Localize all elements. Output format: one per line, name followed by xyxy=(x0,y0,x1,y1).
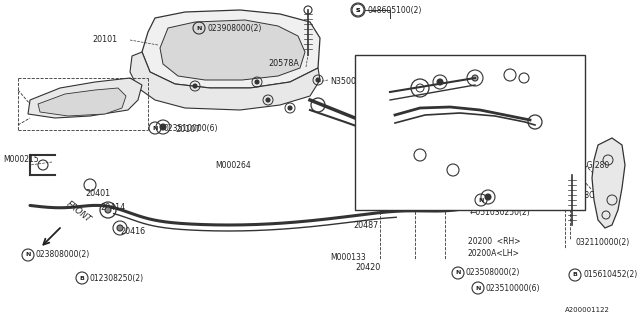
Circle shape xyxy=(485,194,491,200)
Text: S: S xyxy=(356,7,360,12)
Text: N: N xyxy=(476,285,481,291)
Text: 20204: 20204 xyxy=(355,150,380,159)
Circle shape xyxy=(266,98,270,102)
Text: 023510000(6): 023510000(6) xyxy=(486,284,541,292)
Text: 032110000(2): 032110000(2) xyxy=(576,237,630,246)
Text: 20204B<LH>: 20204B<LH> xyxy=(362,85,413,94)
Text: 015610452(2): 015610452(2) xyxy=(583,270,637,279)
Circle shape xyxy=(288,106,292,110)
Text: FRONT: FRONT xyxy=(65,199,93,224)
Text: A200001122: A200001122 xyxy=(565,307,610,313)
Text: N: N xyxy=(478,197,484,203)
Text: 20206: 20206 xyxy=(450,142,476,151)
Text: 20487: 20487 xyxy=(353,220,378,229)
Circle shape xyxy=(562,165,568,171)
Text: M000264: M000264 xyxy=(215,161,251,170)
Text: 20416: 20416 xyxy=(120,228,145,236)
Circle shape xyxy=(160,124,166,130)
Text: 012308250(2): 012308250(2) xyxy=(90,274,144,283)
Circle shape xyxy=(105,207,111,213)
Text: 023510000(6): 023510000(6) xyxy=(163,124,218,132)
Text: FIG.280: FIG.280 xyxy=(580,161,609,170)
Polygon shape xyxy=(130,52,320,110)
Circle shape xyxy=(117,225,123,231)
Text: B: B xyxy=(573,273,577,277)
Text: 023212010(2): 023212010(2) xyxy=(490,194,544,203)
Text: 20200A<LH>: 20200A<LH> xyxy=(468,249,520,258)
Text: 20401: 20401 xyxy=(85,188,110,197)
Text: S: S xyxy=(356,7,360,12)
Polygon shape xyxy=(38,88,126,116)
Text: 20420: 20420 xyxy=(355,263,380,273)
Text: N: N xyxy=(152,125,157,131)
Circle shape xyxy=(437,79,443,85)
Text: 20578C: 20578C xyxy=(565,190,595,199)
Polygon shape xyxy=(142,10,320,88)
Text: 20205A: 20205A xyxy=(463,63,492,73)
Text: M000133: M000133 xyxy=(330,253,365,262)
Text: 20578A: 20578A xyxy=(268,59,299,68)
Text: 20414: 20414 xyxy=(100,204,125,212)
Text: 023908000(2): 023908000(2) xyxy=(207,23,261,33)
Polygon shape xyxy=(160,20,305,80)
Text: 20204A<RH>: 20204A<RH> xyxy=(362,74,415,83)
Text: 023808000(2): 023808000(2) xyxy=(36,251,90,260)
Text: 20238: 20238 xyxy=(510,60,534,69)
Text: ←051030250(2): ←051030250(2) xyxy=(470,209,531,218)
Circle shape xyxy=(255,80,259,84)
Polygon shape xyxy=(592,138,625,228)
Text: 20280: 20280 xyxy=(508,77,532,86)
Circle shape xyxy=(316,78,320,82)
Text: N: N xyxy=(26,252,31,258)
Text: N: N xyxy=(455,270,461,276)
Text: M000215: M000215 xyxy=(3,156,38,164)
Text: 20578G: 20578G xyxy=(358,204,390,212)
Text: 20107: 20107 xyxy=(175,125,200,134)
Bar xyxy=(355,55,585,210)
Text: 20205: 20205 xyxy=(430,124,456,132)
Text: 20200  <RH>: 20200 <RH> xyxy=(468,237,520,246)
Circle shape xyxy=(193,84,197,88)
Text: 20101: 20101 xyxy=(92,36,117,44)
Text: B: B xyxy=(79,276,84,281)
Text: N: N xyxy=(196,26,202,30)
Text: 048605100(2): 048605100(2) xyxy=(367,5,421,14)
Text: 023508000(2): 023508000(2) xyxy=(466,268,520,277)
Polygon shape xyxy=(28,78,142,118)
Circle shape xyxy=(472,75,478,81)
Text: N350006: N350006 xyxy=(330,77,366,86)
